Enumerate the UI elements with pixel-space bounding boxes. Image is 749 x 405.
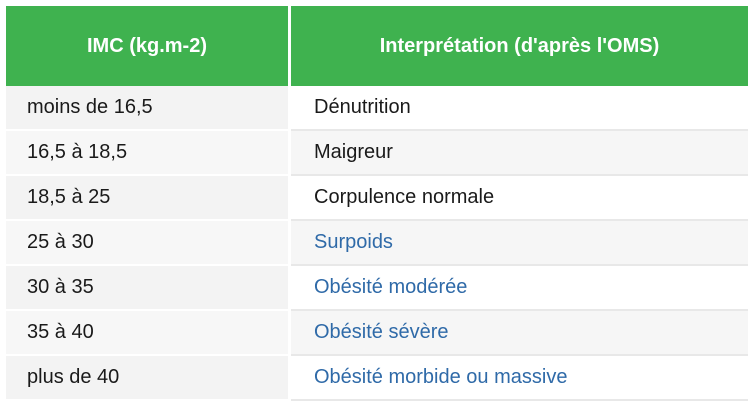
cell-imc: 25 à 30 bbox=[6, 221, 291, 266]
link-obesite-severe[interactable]: Obésité sévère bbox=[314, 321, 449, 343]
cell-imc: moins de 16,5 bbox=[6, 86, 291, 131]
cell-imc: 35 à 40 bbox=[6, 311, 291, 356]
cell-interpretation: Corpulence normale bbox=[291, 176, 748, 221]
cell-interpretation: Dénutrition bbox=[291, 86, 748, 131]
cell-interpretation: Obésité morbide ou massive bbox=[291, 356, 748, 401]
table-header-row: IMC (kg.m-2) Interprétation (d'après l'O… bbox=[6, 6, 748, 86]
table-row: moins de 16,5 Dénutrition bbox=[6, 86, 748, 131]
bmi-table: IMC (kg.m-2) Interprétation (d'après l'O… bbox=[6, 6, 748, 401]
cell-interpretation: Obésité modérée bbox=[291, 266, 748, 311]
cell-imc: 16,5 à 18,5 bbox=[6, 131, 291, 176]
table-row: 18,5 à 25 Corpulence normale bbox=[6, 176, 748, 221]
cell-interpretation: Obésité sévère bbox=[291, 311, 748, 356]
table-row: plus de 40 Obésité morbide ou massive bbox=[6, 356, 748, 401]
cell-imc: 30 à 35 bbox=[6, 266, 291, 311]
link-surpoids[interactable]: Surpoids bbox=[314, 231, 393, 253]
table-row: 25 à 30 Surpoids bbox=[6, 221, 748, 266]
table-row: 16,5 à 18,5 Maigreur bbox=[6, 131, 748, 176]
link-obesite-moderee[interactable]: Obésité modérée bbox=[314, 276, 468, 298]
cell-interpretation: Maigreur bbox=[291, 131, 748, 176]
link-obesite-morbide[interactable]: Obésité morbide ou massive bbox=[314, 366, 568, 388]
header-interpretation: Interprétation (d'après l'OMS) bbox=[291, 6, 748, 86]
header-imc: IMC (kg.m-2) bbox=[6, 6, 291, 86]
bmi-table-container: IMC (kg.m-2) Interprétation (d'après l'O… bbox=[6, 6, 748, 401]
cell-imc: plus de 40 bbox=[6, 356, 291, 401]
cell-imc: 18,5 à 25 bbox=[6, 176, 291, 221]
table-row: 35 à 40 Obésité sévère bbox=[6, 311, 748, 356]
table-row: 30 à 35 Obésité modérée bbox=[6, 266, 748, 311]
cell-interpretation: Surpoids bbox=[291, 221, 748, 266]
